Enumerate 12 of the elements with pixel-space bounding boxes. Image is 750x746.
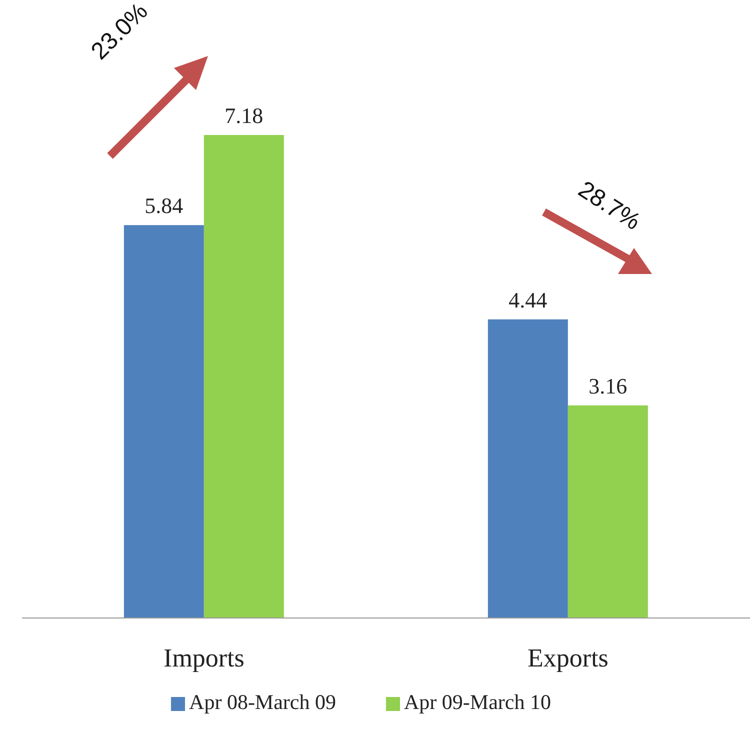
legend-label: Apr 08-March 09 bbox=[189, 690, 336, 714]
bar bbox=[124, 225, 204, 618]
x-tick-label: Exports bbox=[528, 643, 608, 672]
data-label: 7.18 bbox=[224, 103, 264, 128]
x-tick-label: Imports bbox=[164, 643, 244, 672]
legend-label: Apr 09-March 10 bbox=[404, 690, 551, 714]
bar bbox=[488, 319, 568, 618]
data-label: 4.44 bbox=[508, 287, 548, 312]
bar bbox=[568, 405, 648, 618]
bar bbox=[204, 135, 284, 618]
data-label: 5.84 bbox=[144, 193, 184, 218]
data-label: 3.16 bbox=[588, 373, 628, 398]
